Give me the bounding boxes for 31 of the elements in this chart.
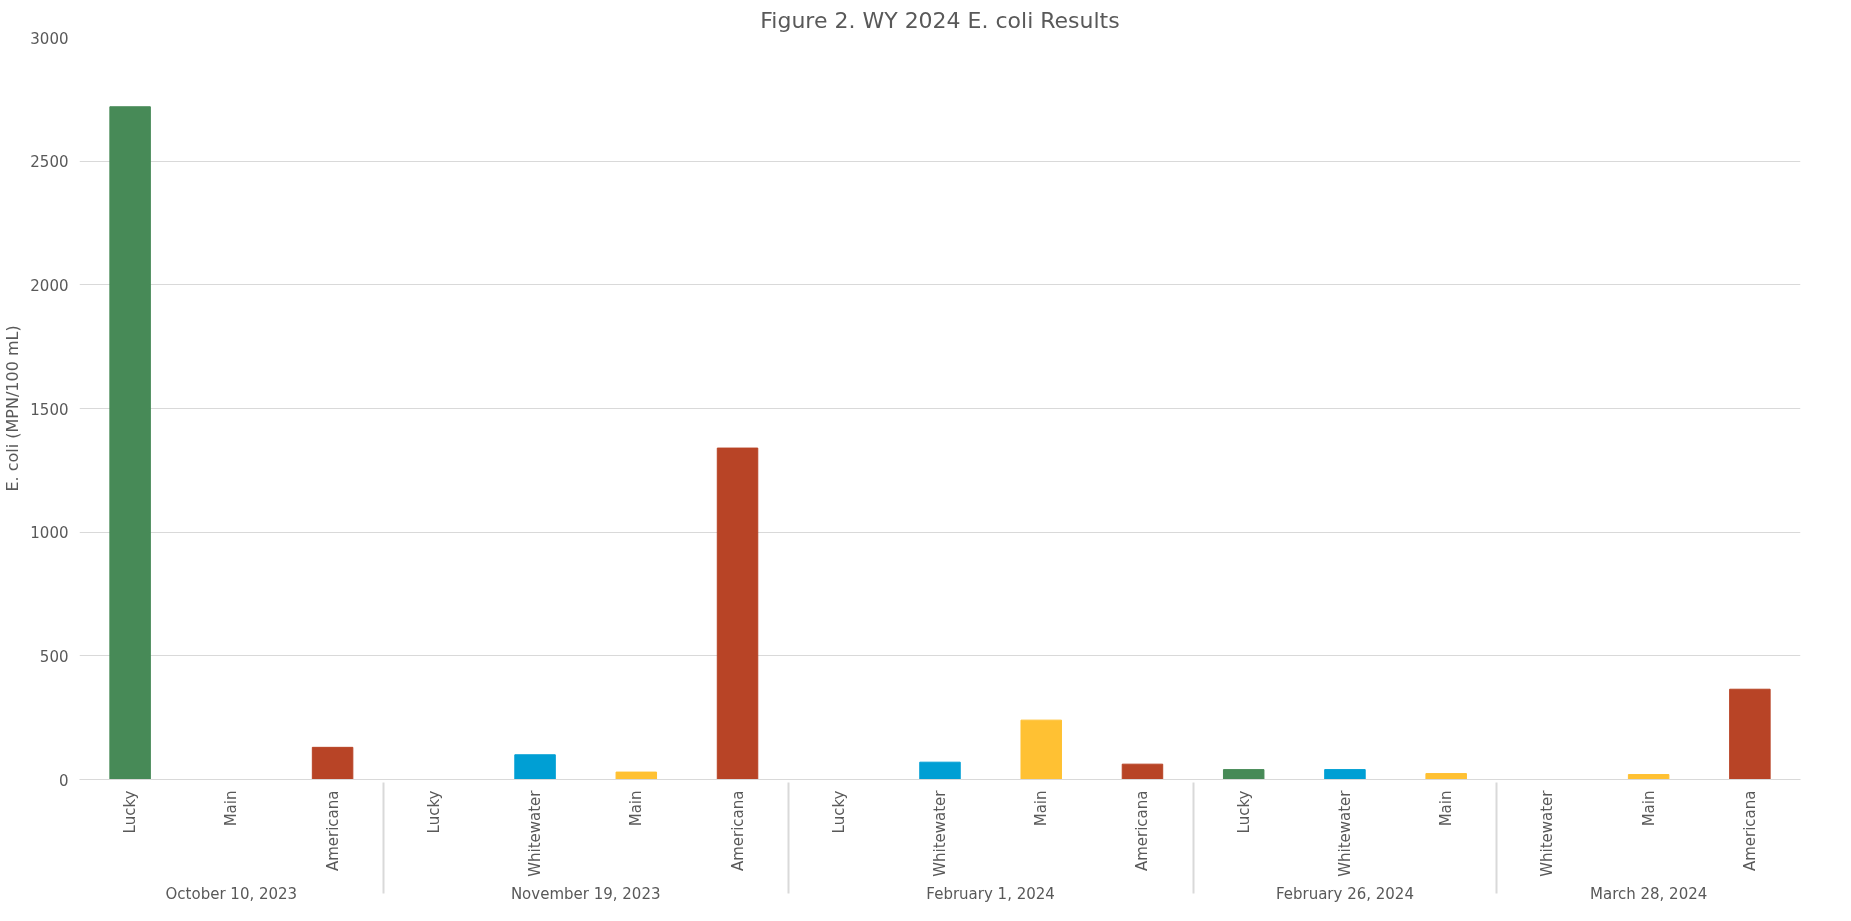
text: November 19, 2023 bbox=[510, 884, 661, 903]
text: October 10, 2023 bbox=[165, 884, 298, 903]
x-tick-label: Lucky bbox=[829, 790, 848, 834]
y-tick-label: 1500 bbox=[30, 400, 69, 419]
text: February 1, 2024 bbox=[926, 884, 1055, 903]
x-tick-label: Main bbox=[1639, 790, 1658, 827]
x-tick-label: Whitewater bbox=[1335, 789, 1354, 877]
x-tick-label: Main bbox=[627, 790, 646, 827]
y-tick-label: 2000 bbox=[30, 276, 69, 295]
text: February 26, 2024 bbox=[1275, 884, 1414, 903]
y-tick-label: 3000 bbox=[30, 29, 69, 48]
x-tick-label: Lucky bbox=[424, 790, 443, 834]
x-tick-label: Lucky bbox=[1234, 790, 1253, 834]
y-tick-label: 0 bbox=[58, 771, 69, 790]
x-tick-label: Lucky bbox=[121, 790, 140, 834]
y-tick-label: 500 bbox=[39, 647, 69, 666]
text: March 28, 2024 bbox=[1590, 884, 1708, 903]
y-axis-title: E. coli (MPN/100 mL) bbox=[3, 325, 23, 492]
y-tick-label: 2500 bbox=[30, 153, 69, 172]
x-tick-label: Whitewater bbox=[1538, 789, 1557, 877]
x-tick-label: Americana bbox=[323, 790, 342, 872]
x-tick-label: Americana bbox=[728, 790, 747, 872]
x-tick-label: Americana bbox=[1740, 790, 1759, 872]
x-tick-label: Americana bbox=[1133, 790, 1152, 872]
x-tick-label: Main bbox=[1437, 790, 1456, 827]
chart-title: Figure 2. WY 2024 E. coli Results bbox=[760, 7, 1120, 33]
x-tick-label: Whitewater bbox=[526, 789, 545, 877]
x-tick-label: Main bbox=[222, 790, 241, 827]
x-tick-label: Whitewater bbox=[931, 789, 949, 877]
y-tick-label: 1000 bbox=[30, 524, 69, 543]
x-tick-label: Main bbox=[1032, 790, 1051, 827]
